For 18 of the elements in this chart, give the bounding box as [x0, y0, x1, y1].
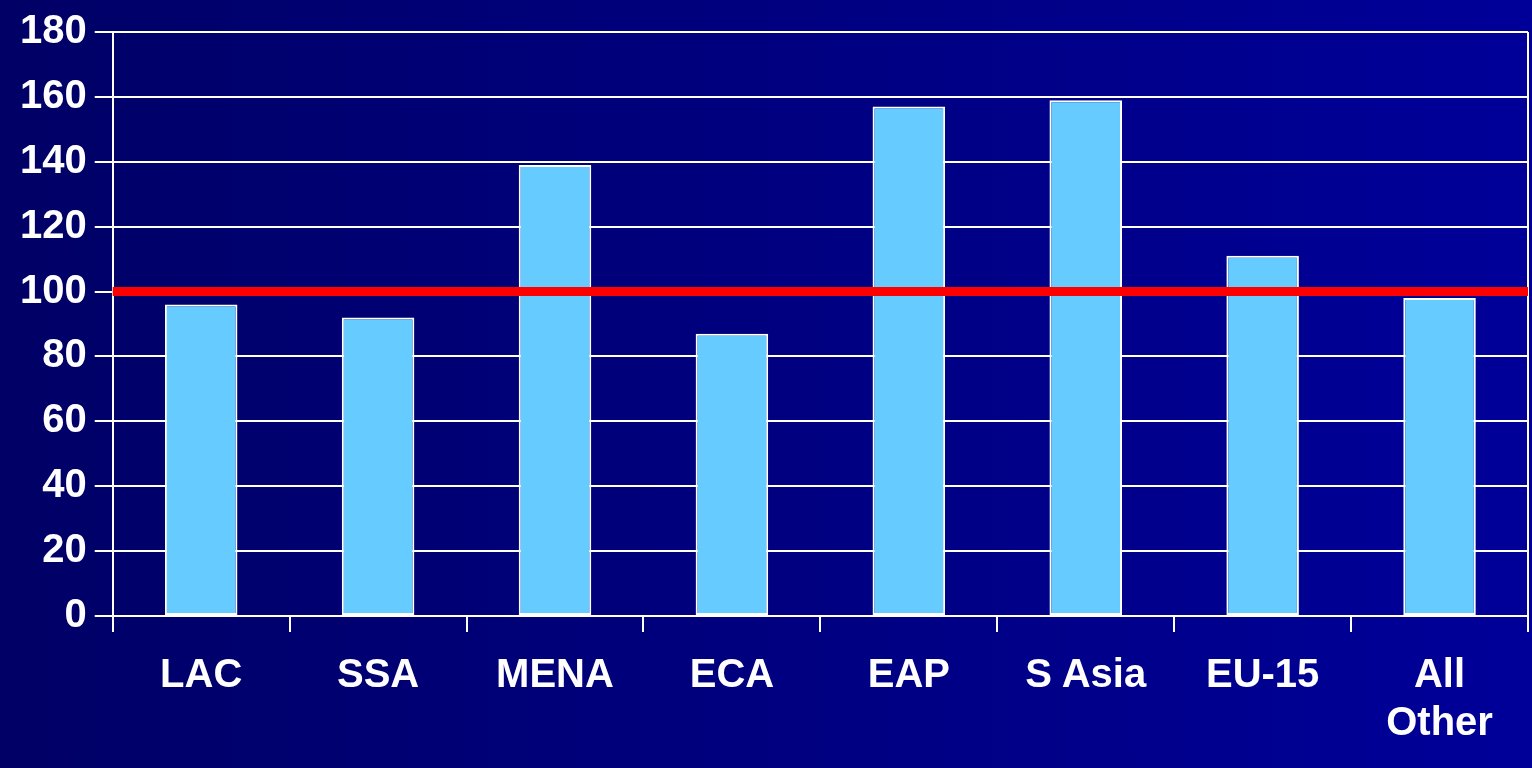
y-tick-label: 60 [42, 396, 87, 441]
y-tick-label: 180 [19, 7, 87, 52]
x-tick-label: S Asia [1025, 651, 1147, 696]
x-tick-label: ECA [689, 651, 775, 696]
y-tick-label: 160 [19, 71, 87, 116]
y-tick-label: 40 [42, 461, 87, 506]
x-tick-label: MENA [496, 651, 614, 696]
y-tick-label: 140 [19, 136, 87, 181]
y-tick-label: 80 [42, 331, 87, 376]
y-tick-label: 20 [42, 526, 87, 571]
y-tick-label: 100 [19, 266, 87, 311]
x-tick-label: All Other [1386, 651, 1493, 744]
x-tick-label: LAC [160, 651, 243, 696]
y-tick-label: 0 [64, 591, 87, 636]
x-tick-label: EU-15 [1205, 651, 1320, 696]
y-tick-label: 120 [19, 201, 87, 246]
x-tick-label: EAP [867, 651, 950, 696]
x-tick-label: SSA [336, 651, 420, 696]
